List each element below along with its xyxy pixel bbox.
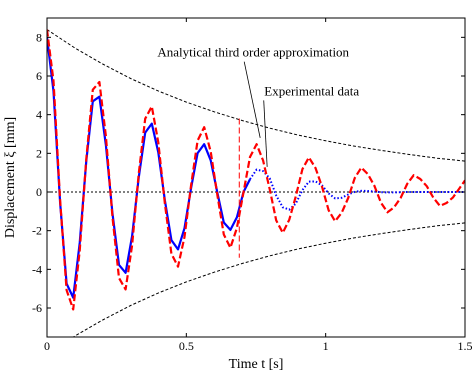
annotations: Analytical third order approximation Expe… xyxy=(157,45,359,167)
annotation-experimental: Experimental data xyxy=(264,83,359,98)
y-tick-label: 2 xyxy=(36,146,42,160)
annotation-analytical-pointer xyxy=(243,61,261,138)
x-tick-label: 0.5 xyxy=(179,339,194,353)
y-tick-label: 6 xyxy=(36,69,42,83)
upper-envelope-line xyxy=(47,29,465,162)
y-tick-label: -4 xyxy=(32,262,42,276)
chart-marks xyxy=(47,29,465,337)
y-tick-label: -2 xyxy=(32,224,42,238)
analytical-approximation-line xyxy=(47,29,465,311)
x-tick-label: 0 xyxy=(44,339,50,353)
x-tick-label: 1.5 xyxy=(458,339,473,353)
y-tick-label: 8 xyxy=(36,30,42,44)
experimental-data-solid-line xyxy=(47,37,251,299)
y-tick-label: 4 xyxy=(36,108,42,122)
y-axis-label: Displacement ξ [mm] xyxy=(3,117,18,238)
y-tick-label: 0 xyxy=(36,185,42,199)
lower-envelope-line xyxy=(72,222,465,337)
experimental-data-dotted-line xyxy=(249,168,465,211)
x-axis-label: Time t [s] xyxy=(229,357,284,372)
plot-frame xyxy=(46,17,466,338)
annotation-analytical: Analytical third order approximation xyxy=(157,45,349,60)
axis-ticks: 0 0.5 1 1.5 -6 -4 -2 0 2 4 6 8 xyxy=(32,18,473,353)
y-tick-label: -6 xyxy=(32,301,42,315)
annotation-experimental-pointer xyxy=(263,100,268,167)
x-tick-label: 1 xyxy=(323,339,329,353)
